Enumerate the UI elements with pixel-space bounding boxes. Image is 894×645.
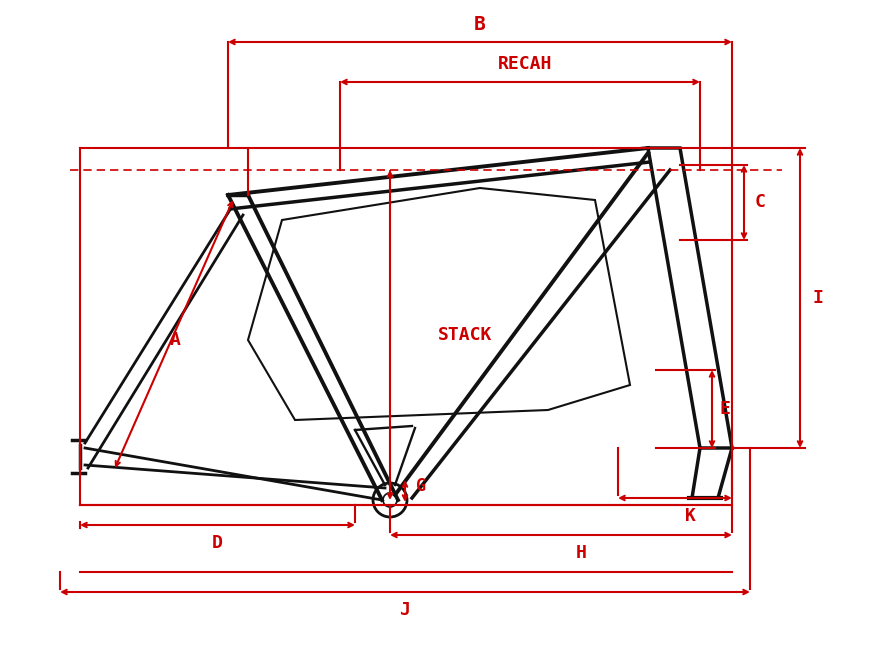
Text: C: C (754, 193, 764, 211)
Text: G: G (416, 477, 426, 495)
Text: J: J (399, 601, 410, 619)
Text: RECAH: RECAH (497, 55, 552, 73)
Text: H: H (575, 544, 586, 562)
Text: I: I (812, 289, 822, 307)
Text: B: B (474, 14, 485, 34)
Text: K: K (684, 507, 695, 525)
Text: A: A (169, 331, 181, 349)
Text: D: D (211, 534, 223, 552)
Text: E: E (719, 400, 730, 418)
Text: STACK: STACK (437, 326, 492, 344)
